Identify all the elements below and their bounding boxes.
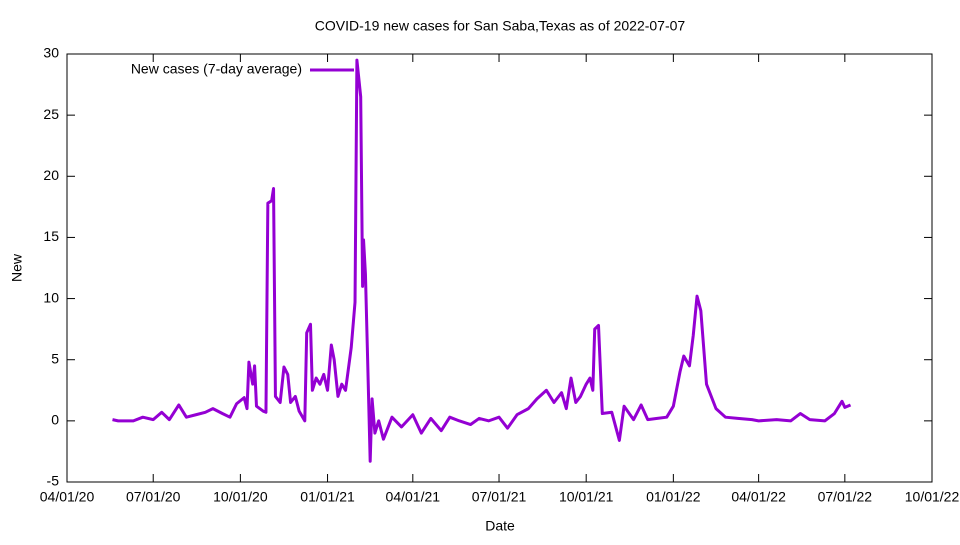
x-tick-label: 04/01/20 (40, 489, 95, 505)
y-tick-label: 0 (51, 412, 59, 428)
x-tick-label: 01/01/21 (300, 489, 355, 505)
x-tick-label: 01/01/22 (646, 489, 701, 505)
y-tick-label: 20 (43, 167, 59, 183)
x-tick-label: 07/01/22 (818, 489, 873, 505)
chart-title: COVID-19 new cases for San Saba,Texas as… (315, 18, 686, 34)
x-tick-label: 07/01/21 (472, 489, 527, 505)
x-tick-label: 07/01/20 (126, 489, 181, 505)
y-tick-label: -5 (47, 473, 60, 489)
y-tick-label: 30 (43, 45, 59, 61)
x-tick-label: 10/01/22 (905, 489, 960, 505)
legend-label: New cases (7-day average) (131, 61, 302, 77)
x-tick-label: 10/01/21 (559, 489, 614, 505)
data-line (112, 58, 852, 463)
x-tick-label: 04/01/22 (731, 489, 786, 505)
y-axis-title: New (9, 253, 25, 282)
x-tick-label: 10/01/20 (213, 489, 268, 505)
y-tick-label: 25 (43, 106, 59, 122)
x-axis-title: Date (485, 518, 515, 534)
y-tick-label: 10 (43, 289, 59, 305)
y-tick-label: 5 (51, 350, 59, 366)
y-tick-label: 15 (43, 228, 59, 244)
x-tick-label: 04/01/21 (386, 489, 441, 505)
